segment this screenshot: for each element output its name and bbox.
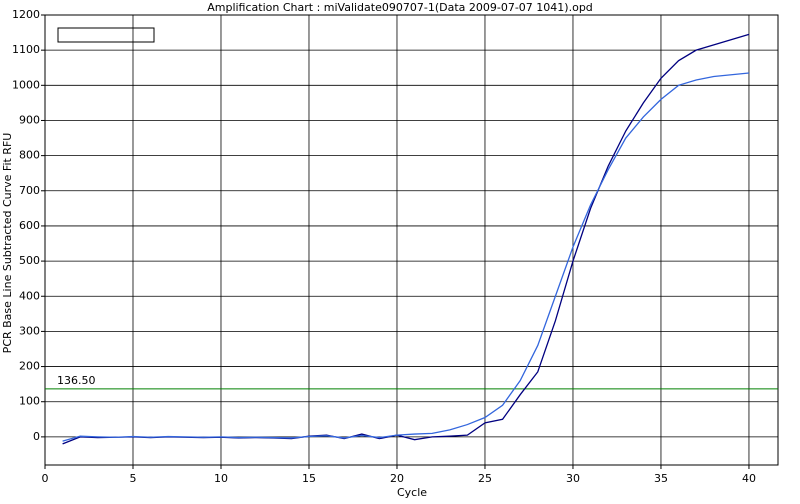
y-tick-label: 0 (33, 430, 40, 443)
x-tick-label: 35 (654, 472, 668, 485)
x-tick-label: 25 (478, 472, 492, 485)
y-tick-label: 500 (19, 254, 40, 267)
threshold-label: 136.50 (57, 374, 96, 387)
y-tick-label: 400 (19, 289, 40, 302)
chart-title: Amplification Chart : miValidate090707-1… (207, 1, 593, 14)
y-tick-label: 700 (19, 184, 40, 197)
x-tick-label: 5 (129, 472, 136, 485)
x-tick-label: 10 (214, 472, 228, 485)
x-tick-label: 20 (390, 472, 404, 485)
series-line (62, 72, 750, 442)
x-tick-label: 40 (742, 472, 756, 485)
y-tick-label: 200 (19, 360, 40, 373)
x-tick-label: 15 (302, 472, 316, 485)
y-tick-label: 1000 (12, 78, 40, 91)
y-tick-label: 1200 (12, 8, 40, 21)
x-tick-label: 30 (566, 472, 580, 485)
y-tick-label: 800 (19, 149, 40, 162)
y-axis-label: PCR Base Line Subtracted Curve Fit RFU (1, 133, 14, 354)
y-tick-label: 900 (19, 113, 40, 126)
x-tick-label: 0 (42, 472, 49, 485)
y-tick-label: 300 (19, 324, 40, 337)
y-tick-label: 1100 (12, 43, 40, 56)
plot-frame (44, 14, 779, 466)
y-tick-label: 100 (19, 395, 40, 408)
y-tick-label: 600 (19, 219, 40, 232)
legend-box (57, 27, 155, 43)
x-axis-label: Cycle (397, 486, 427, 499)
